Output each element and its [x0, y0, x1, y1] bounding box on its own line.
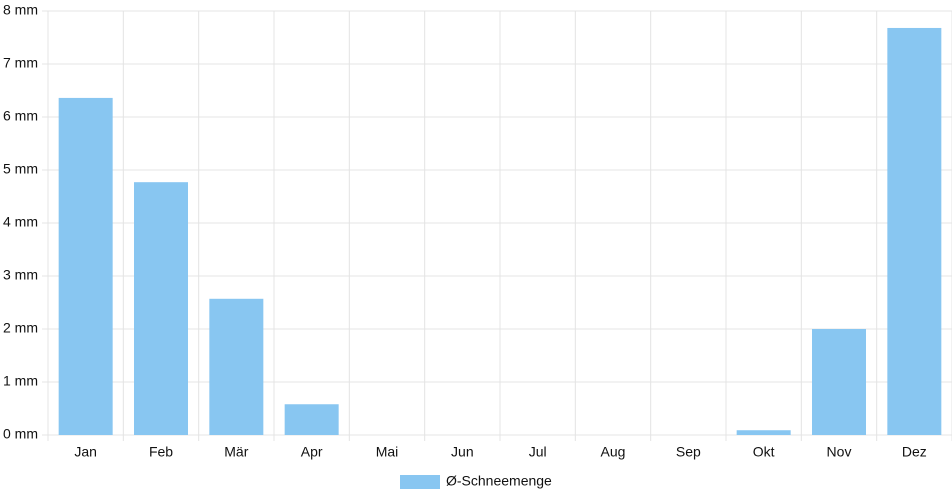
- bar: [284, 404, 339, 435]
- y-tick-label: 6 mm: [3, 108, 38, 124]
- legend-label: Ø-Schneemenge: [446, 473, 552, 489]
- y-tick-label: 0 mm: [3, 426, 38, 442]
- y-tick-label: 1 mm: [3, 373, 38, 389]
- bar: [812, 329, 866, 435]
- x-tick-label: Jan: [74, 444, 97, 460]
- bar: [887, 27, 942, 436]
- x-tick-label: Jul: [529, 444, 547, 460]
- legend-swatch: [400, 475, 440, 489]
- x-tick-label: Aug: [601, 444, 626, 460]
- y-tick-label: 5 mm: [3, 161, 38, 177]
- y-tick-label: 7 mm: [3, 55, 38, 71]
- x-tick-label: Apr: [301, 444, 323, 460]
- y-tick-label: 3 mm: [3, 267, 38, 283]
- x-tick-label: Jun: [451, 444, 474, 460]
- bar: [736, 430, 791, 435]
- x-tick-label: Nov: [827, 444, 852, 460]
- x-tick-label: Sep: [676, 444, 701, 460]
- x-tick-label: Feb: [149, 444, 173, 460]
- y-tick-label: 2 mm: [3, 320, 38, 336]
- x-tick-label: Dez: [902, 444, 927, 460]
- x-tick-label: Mai: [376, 444, 399, 460]
- y-tick-label: 4 mm: [3, 214, 38, 230]
- x-tick-label: Mär: [224, 444, 248, 460]
- x-tick-label: Okt: [753, 444, 775, 460]
- bar: [209, 298, 264, 435]
- y-tick-label: 8 mm: [3, 2, 38, 18]
- bar: [134, 182, 188, 435]
- bar: [58, 97, 113, 436]
